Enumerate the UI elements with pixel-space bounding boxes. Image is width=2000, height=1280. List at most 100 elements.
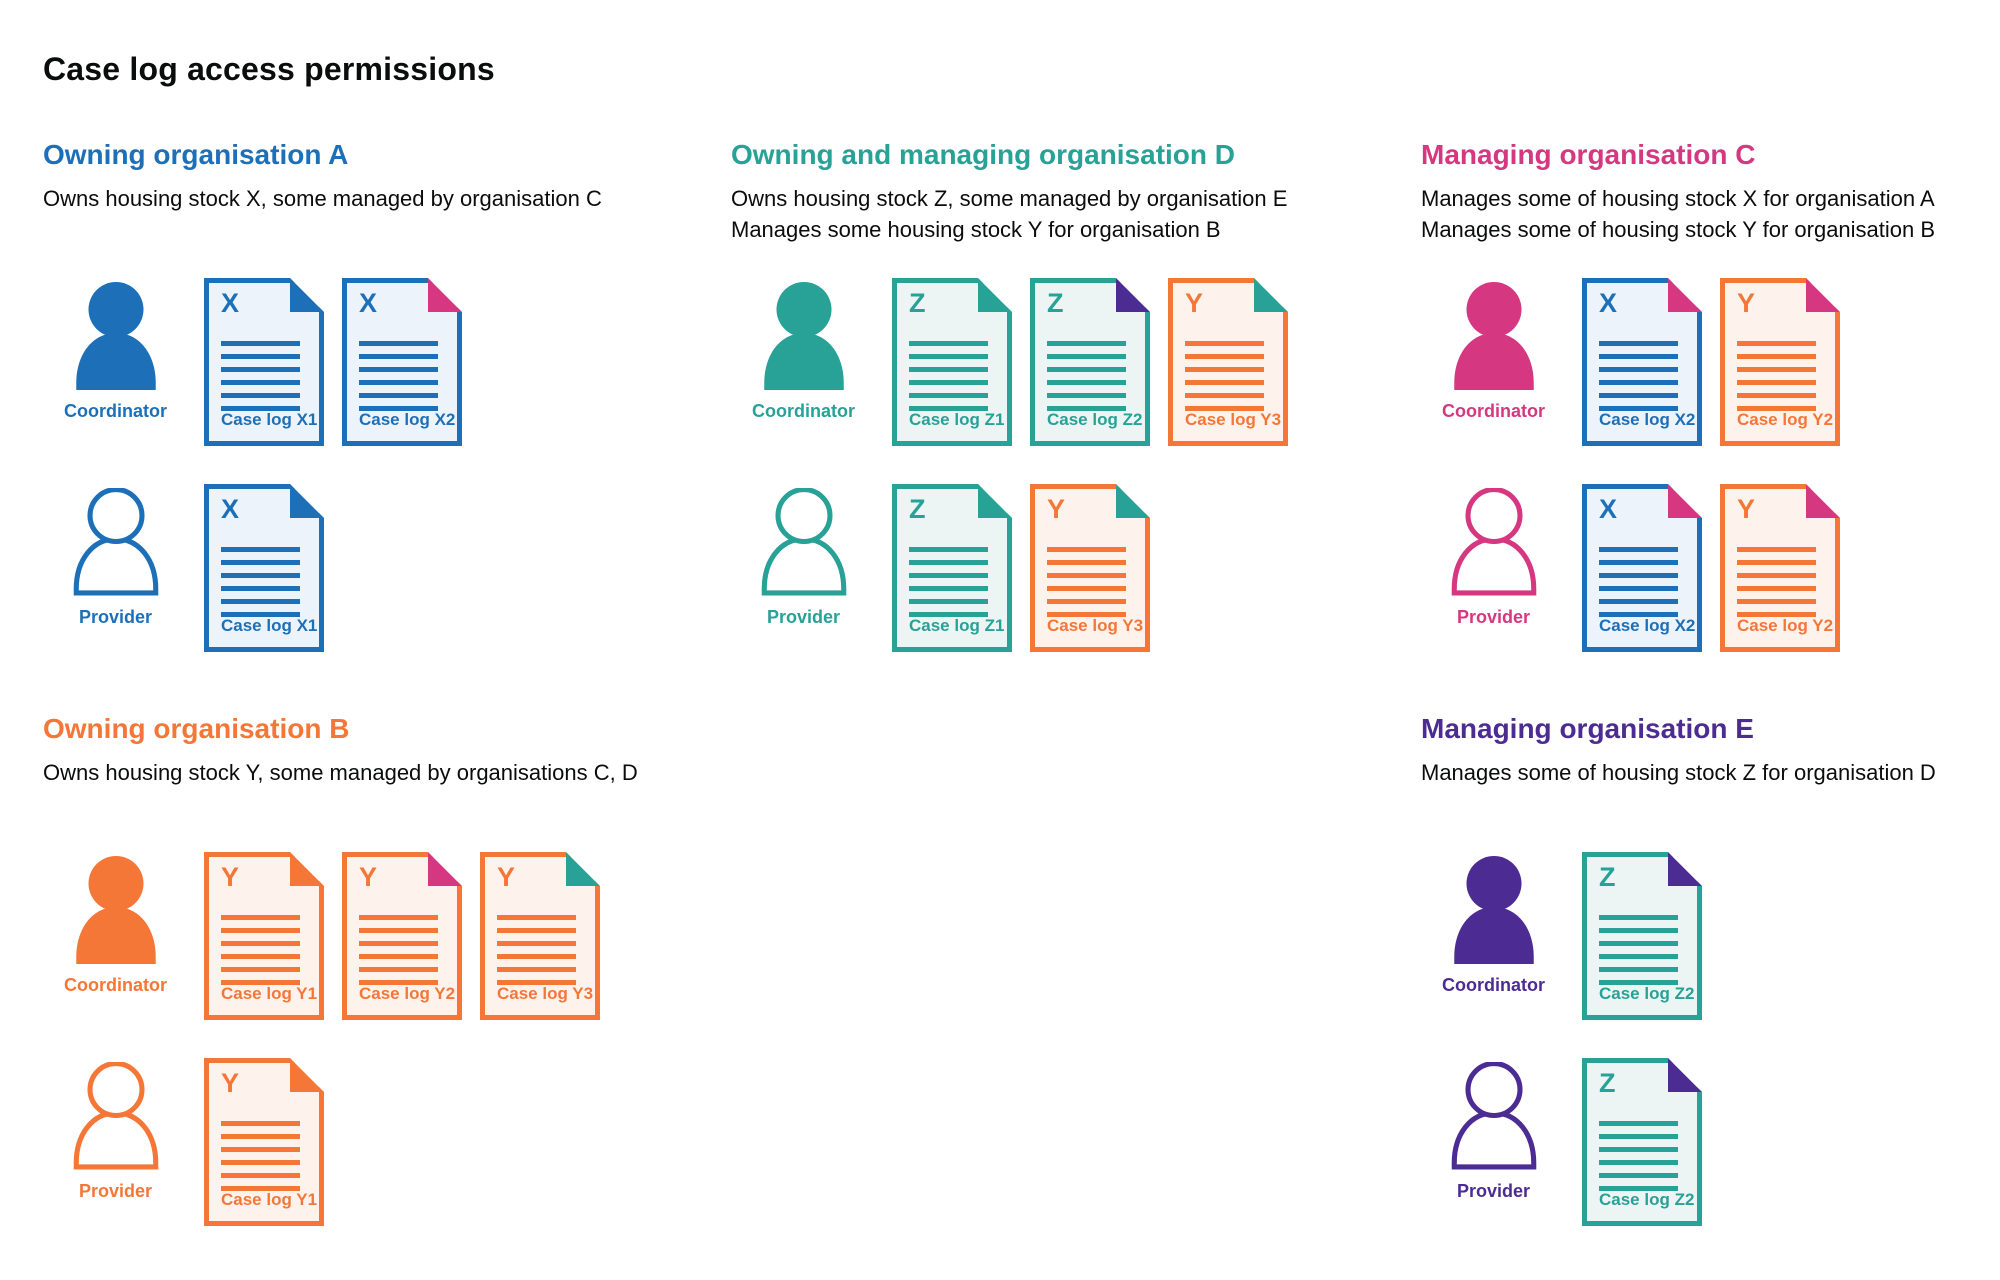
org-a-provider-row: Provider X Case log X1 [43, 484, 703, 652]
doc-label: Case log Z2 [1599, 1190, 1695, 1209]
doc-letter: Y [1737, 288, 1756, 318]
doc-case-log-y3: Y Case log Y3 [480, 852, 600, 1020]
org-a-title: Owning organisation A [43, 139, 349, 170]
role-label: Provider [78, 1181, 153, 1201]
doc-text-lines-icon [1599, 341, 1678, 419]
org-d-section: Owning and managing organisation D Owns … [731, 138, 1391, 652]
doc-label: Case log X1 [221, 616, 318, 635]
coordinator-figure: Coordinator [43, 852, 188, 996]
doc-text-lines-icon [221, 341, 300, 419]
role-label: Coordinator [1442, 975, 1545, 995]
doc-case-log-z2: Z Case log Z2 [1030, 278, 1150, 446]
doc-case-log-x2: X Case log X2 [1582, 484, 1702, 652]
doc-text-lines-icon [1737, 341, 1816, 419]
coordinator-figure: Coordinator [43, 278, 188, 422]
doc-label: Case log Y1 [221, 1190, 318, 1209]
doc-text-lines-icon [359, 341, 438, 419]
provider-figure: Provider [1421, 484, 1566, 628]
coordinator-figure: Coordinator [731, 278, 876, 422]
org-c-title: Managing organisation C [1421, 139, 1756, 170]
folded-corner-icon [1668, 1058, 1702, 1092]
folded-corner-icon [566, 852, 600, 886]
folded-corner-icon [1806, 278, 1840, 312]
doc-case-log-y3: Y Case log Y3 [1030, 484, 1150, 652]
folded-corner-icon [1254, 278, 1288, 312]
role-label: Coordinator [752, 401, 855, 421]
doc-letter: Y [1047, 494, 1066, 524]
folded-corner-icon [290, 852, 324, 886]
folded-corner-icon [978, 278, 1012, 312]
doc-label: Case log Z2 [1047, 410, 1143, 429]
folded-corner-icon [1806, 484, 1840, 518]
doc-label: Case log Z1 [909, 616, 1005, 635]
person-filled-icon [1453, 282, 1534, 390]
person-filled-icon [75, 856, 156, 964]
doc-case-log-y2: Y Case log Y2 [342, 852, 462, 1020]
folded-corner-icon [290, 484, 324, 518]
folded-corner-icon [428, 852, 462, 886]
person-filled-icon [1453, 856, 1534, 964]
doc-letter: Y [497, 862, 516, 892]
org-c-provider-row: Provider X Case log X2 Y Case log Y2 [1421, 484, 2000, 652]
provider-figure: Provider [1421, 1058, 1566, 1202]
provider-figure: Provider [43, 1058, 188, 1202]
org-d-coordinator-row: Coordinator Z Case log Z1 Z Case log Z2 … [731, 278, 1391, 446]
doc-label: Case log X2 [1599, 616, 1696, 635]
person-filled-icon [763, 282, 844, 390]
org-c-description-line: Manages some of housing stock X for orga… [1421, 186, 1935, 211]
provider-figure: Provider [43, 484, 188, 628]
doc-case-log-y1: Y Case log Y1 [204, 1058, 324, 1226]
coordinator-figure: Coordinator [1421, 852, 1566, 996]
role-label: Coordinator [1442, 401, 1545, 421]
org-a-description: Owns housing stock X, some managed by or… [43, 183, 703, 245]
doc-letter: Y [359, 862, 378, 892]
org-d-provider-row: Provider Z Case log Z1 Y Case log Y3 [731, 484, 1391, 652]
doc-label: Case log X1 [221, 410, 318, 429]
doc-text-lines-icon [1599, 915, 1678, 993]
doc-text-lines-icon [1047, 341, 1126, 419]
page-title: Case log access permissions [43, 51, 495, 88]
doc-letter: X [1599, 288, 1618, 318]
doc-case-log-y3: Y Case log Y3 [1168, 278, 1288, 446]
org-d-description-line: Owns housing stock Z, some managed by or… [731, 186, 1288, 211]
doc-text-lines-icon [909, 547, 988, 625]
org-c-coordinator-row: Coordinator X Case log X2 Y Case log Y2 [1421, 278, 2000, 446]
folded-corner-icon [428, 278, 462, 312]
provider-figure: Provider [731, 484, 876, 628]
folded-corner-icon [290, 1058, 324, 1092]
doc-case-log-y2: Y Case log Y2 [1720, 278, 1840, 446]
doc-letter: Y [221, 862, 240, 892]
doc-label: Case log Y3 [1185, 410, 1282, 429]
org-b-coordinator-row: Coordinator Y Case log Y1 Y Case log Y2 … [43, 852, 703, 1020]
doc-text-lines-icon [221, 547, 300, 625]
doc-letter: Z [909, 494, 926, 524]
org-a-description-line: Owns housing stock X, some managed by or… [43, 186, 602, 211]
doc-text-lines-icon [909, 341, 988, 419]
doc-label: Case log Y2 [1737, 616, 1834, 635]
coordinator-figure: Coordinator [1421, 278, 1566, 422]
org-a-section: Owning organisation A Owns housing stock… [43, 138, 703, 652]
org-e-section: Managing organisation E Manages some of … [1421, 712, 2000, 1226]
folded-corner-icon [978, 484, 1012, 518]
folded-corner-icon [1116, 278, 1150, 312]
doc-text-lines-icon [1599, 547, 1678, 625]
doc-case-log-x1: X Case log X1 [204, 278, 324, 446]
role-label: Provider [1456, 1181, 1531, 1201]
folded-corner-icon [1668, 278, 1702, 312]
doc-label: Case log Y1 [221, 984, 318, 1003]
doc-case-log-y1: Y Case log Y1 [204, 852, 324, 1020]
doc-case-log-z2: Z Case log Z2 [1582, 852, 1702, 1020]
folded-corner-icon [1668, 852, 1702, 886]
doc-letter: Y [1737, 494, 1756, 524]
person-filled-icon [75, 282, 156, 390]
org-e-coordinator-row: Coordinator Z Case log Z2 [1421, 852, 2000, 1020]
person-outline-icon [1451, 488, 1536, 596]
doc-letter: X [221, 288, 240, 318]
doc-text-lines-icon [221, 915, 300, 993]
doc-letter: X [359, 288, 378, 318]
doc-text-lines-icon [1737, 547, 1816, 625]
org-e-provider-row: Provider Z Case log Z2 [1421, 1058, 2000, 1226]
org-e-description: Manages some of housing stock Z for orga… [1421, 757, 2000, 819]
org-d-description-line: Manages some housing stock Y for organis… [731, 217, 1221, 242]
